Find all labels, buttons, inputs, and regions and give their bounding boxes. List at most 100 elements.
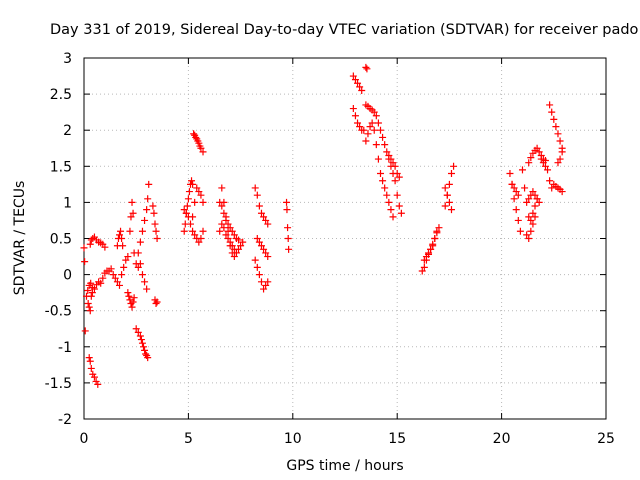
data-point — [88, 289, 96, 297]
data-point — [523, 198, 531, 206]
data-point — [94, 380, 102, 388]
data-point — [253, 235, 261, 242]
data-point — [218, 184, 226, 192]
data-point — [387, 162, 395, 170]
data-point — [525, 213, 533, 221]
data-point — [145, 180, 153, 188]
data-point — [356, 123, 364, 131]
data-point — [383, 191, 391, 199]
data-point — [218, 220, 226, 228]
data-point — [144, 195, 152, 203]
data-point — [531, 202, 539, 210]
data-point — [119, 242, 127, 250]
data-point — [84, 286, 92, 294]
data-point — [235, 245, 243, 253]
data-point — [197, 191, 205, 199]
data-point — [224, 235, 232, 242]
data-point — [138, 271, 146, 279]
data-point — [374, 155, 382, 163]
data-point — [235, 236, 243, 244]
data-point — [435, 224, 443, 232]
data-point — [153, 235, 161, 242]
data-point — [224, 220, 232, 228]
data-point — [447, 206, 455, 214]
data-point — [539, 159, 547, 167]
data-point — [374, 119, 382, 127]
y-tick-label: -1 — [58, 340, 72, 356]
data-point — [354, 79, 362, 87]
data-point — [387, 206, 395, 214]
data-point — [372, 141, 380, 149]
data-point — [389, 170, 397, 178]
y-tick-label: -0.5 — [45, 304, 72, 320]
y-tick-label: -1.5 — [45, 376, 72, 392]
data-point — [140, 343, 148, 351]
data-point — [283, 198, 291, 206]
data-point — [370, 108, 378, 116]
data-point — [441, 202, 449, 210]
data-point — [90, 285, 98, 293]
data-point — [87, 279, 95, 287]
data-point — [84, 299, 92, 307]
data-point — [284, 224, 292, 232]
data-point — [450, 162, 458, 170]
data-point — [364, 130, 372, 138]
data-point — [546, 101, 554, 109]
data-point — [508, 180, 516, 188]
data-point — [370, 126, 378, 134]
data-point — [262, 216, 270, 224]
data-point — [427, 245, 435, 253]
data-point — [253, 191, 261, 199]
data-point — [216, 227, 224, 235]
data-point — [523, 231, 531, 239]
data-point — [129, 209, 137, 217]
y-tick-label: -2 — [58, 412, 72, 428]
data-point — [255, 238, 263, 246]
data-point — [527, 154, 535, 162]
data-point — [141, 346, 149, 354]
data-point — [257, 242, 265, 250]
y-tick-label: 3 — [63, 51, 72, 67]
data-point — [138, 339, 146, 347]
data-point — [255, 271, 263, 279]
data-point — [186, 220, 194, 228]
data-point — [126, 227, 134, 235]
data-point — [546, 177, 554, 185]
data-point — [185, 188, 193, 196]
data-point — [260, 285, 268, 293]
data-point — [518, 166, 526, 174]
data-point — [260, 245, 268, 253]
data-point — [81, 327, 89, 335]
data-point — [385, 155, 393, 163]
data-point — [189, 227, 197, 235]
data-point — [366, 123, 374, 131]
data-point — [525, 235, 533, 242]
data-point — [514, 191, 522, 199]
data-point — [431, 235, 439, 242]
data-point — [376, 126, 384, 134]
data-point — [99, 274, 107, 282]
data-point — [544, 166, 552, 174]
data-point — [418, 267, 426, 275]
data-point — [395, 173, 403, 181]
data-point — [379, 177, 387, 185]
y-tick-label: 1 — [63, 195, 72, 211]
data-point — [354, 119, 362, 127]
data-point — [220, 224, 228, 232]
x-tick-labels: 0 5 10 15 20 25 — [80, 431, 615, 447]
data-point — [86, 307, 94, 315]
data-point — [136, 260, 144, 268]
data-point — [184, 195, 192, 203]
data-point — [109, 271, 117, 279]
data-point — [397, 209, 405, 217]
data-point — [381, 184, 389, 192]
data-point — [129, 298, 137, 306]
data-point — [441, 184, 449, 192]
data-point — [143, 285, 151, 293]
data-point — [101, 243, 109, 251]
chart-title: Day 331 of 2019, Sidereal Day-to-day VTE… — [50, 22, 639, 38]
data-point — [531, 191, 539, 199]
data-point — [260, 213, 268, 221]
data-points — [80, 63, 566, 388]
data-point — [362, 137, 370, 145]
